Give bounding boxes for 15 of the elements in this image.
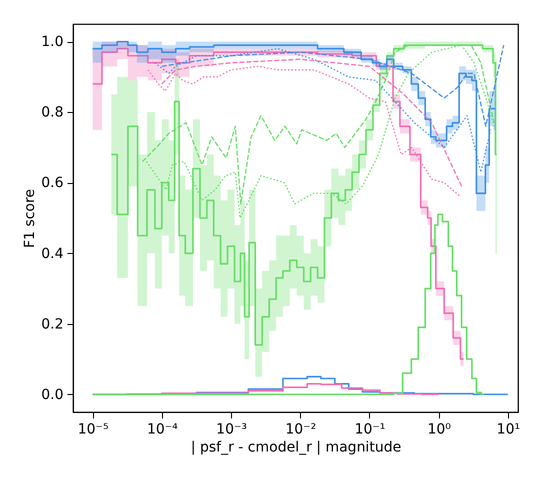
x-tick-label: 10⁻³ — [216, 422, 247, 438]
y-tick-label: 0.0 — [41, 386, 64, 403]
x-tick-label: 10¹ — [496, 422, 520, 438]
x-tick-label: 10⁻¹ — [354, 422, 386, 438]
x-tick-label: 10⁻⁴ — [146, 422, 178, 438]
y-tick-label: 0.6 — [41, 175, 64, 192]
y-tick-label: 0.8 — [41, 104, 64, 121]
y-tick-label: 0.2 — [41, 316, 64, 332]
x-axis-title: | psf_r - cmodel_r | magnitude — [190, 440, 402, 456]
x-tick-label: 10⁰ — [427, 422, 452, 438]
x-tick-label: 10⁻² — [285, 422, 316, 438]
y-axis-title: F1 score — [22, 188, 38, 248]
y-tick-label: 1.0 — [41, 34, 64, 50]
y-tick-label: 0.4 — [41, 246, 64, 262]
x-tick-label: 10⁻⁵ — [78, 422, 109, 438]
